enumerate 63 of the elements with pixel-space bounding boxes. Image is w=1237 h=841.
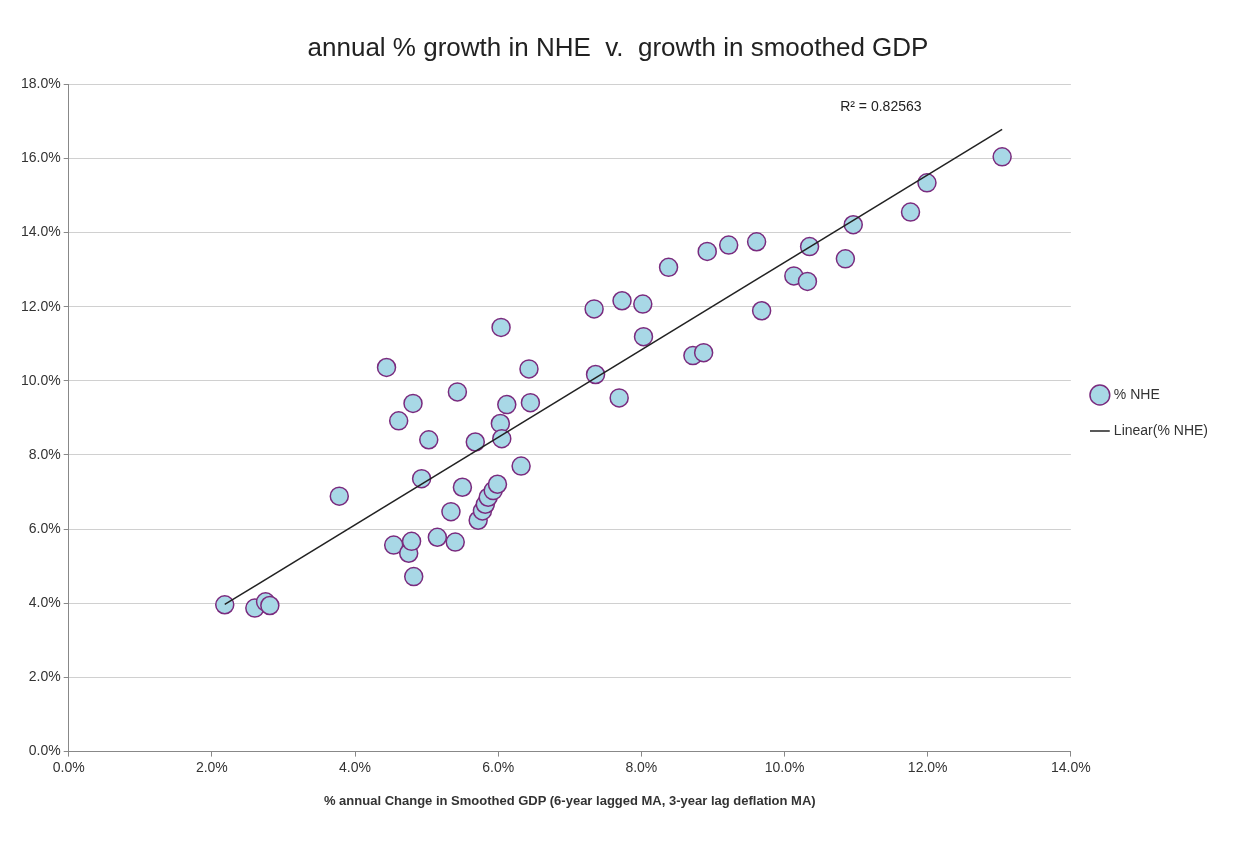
point bbox=[693, 342, 714, 363]
point bbox=[633, 294, 653, 314]
point bbox=[519, 359, 539, 379]
point bbox=[419, 430, 439, 450]
x-tick-label: 0.0% bbox=[52, 758, 85, 775]
x-tick-label: 2.0% bbox=[195, 758, 228, 775]
point bbox=[388, 411, 409, 431]
y-tick-label: 2.0% bbox=[28, 668, 61, 685]
point bbox=[465, 432, 486, 452]
point bbox=[403, 566, 424, 587]
point bbox=[697, 241, 717, 262]
legend-label: Linear(% NHE) bbox=[1113, 421, 1208, 438]
legend-label: % NHE bbox=[1113, 385, 1160, 402]
x-axis-title: % annual Change in Smoothed GDP (6-year lagged MA, 3-year lag deflation MA) bbox=[323, 792, 816, 808]
y-tick-label: 12.0% bbox=[20, 297, 61, 314]
y-tick-label: 10.0% bbox=[20, 371, 61, 388]
point bbox=[609, 388, 629, 408]
point bbox=[383, 535, 404, 555]
point bbox=[584, 299, 604, 319]
x-tick-label: 8.0% bbox=[625, 758, 658, 775]
point bbox=[215, 595, 235, 615]
point bbox=[487, 474, 508, 495]
point bbox=[658, 257, 679, 278]
point bbox=[835, 249, 856, 269]
point bbox=[447, 382, 468, 402]
point bbox=[329, 486, 350, 506]
annotation: R² = 0.82563 bbox=[840, 98, 922, 115]
point bbox=[427, 527, 448, 548]
y-tick-label: 14.0% bbox=[20, 223, 61, 240]
x-tick-label: 14.0% bbox=[1051, 758, 1091, 775]
x-tick-label: 10.0% bbox=[764, 758, 805, 775]
point bbox=[520, 392, 541, 413]
point bbox=[260, 595, 280, 616]
point bbox=[797, 271, 818, 292]
point bbox=[441, 501, 461, 522]
point bbox=[917, 173, 937, 193]
point bbox=[452, 477, 473, 497]
point bbox=[411, 468, 432, 489]
chart-title: annual % growth in NHE v. growth in smoothed GDP bbox=[307, 31, 929, 62]
y-tick-label: 18.0% bbox=[20, 75, 61, 92]
y-tick-label: 8.0% bbox=[28, 445, 61, 462]
y-tick-label: 0.0% bbox=[28, 742, 61, 759]
point bbox=[633, 326, 654, 347]
point bbox=[746, 232, 767, 252]
point bbox=[992, 147, 1012, 167]
x-tick-label: 6.0% bbox=[482, 758, 515, 775]
point bbox=[376, 357, 397, 378]
point bbox=[403, 393, 423, 414]
y-tick-label: 4.0% bbox=[28, 594, 61, 611]
y-tick-label: 6.0% bbox=[28, 519, 61, 536]
x-tick-label: 4.0% bbox=[339, 758, 371, 775]
point bbox=[445, 532, 465, 552]
point bbox=[751, 301, 772, 321]
point bbox=[401, 531, 422, 552]
point bbox=[900, 202, 921, 222]
x-tick-label: 12.0% bbox=[907, 758, 948, 775]
point bbox=[612, 290, 632, 311]
point bbox=[497, 394, 517, 415]
point bbox=[491, 317, 511, 338]
point bbox=[511, 456, 531, 476]
point bbox=[843, 214, 863, 235]
point bbox=[718, 235, 739, 255]
y-tick-label: 16.0% bbox=[20, 149, 61, 166]
